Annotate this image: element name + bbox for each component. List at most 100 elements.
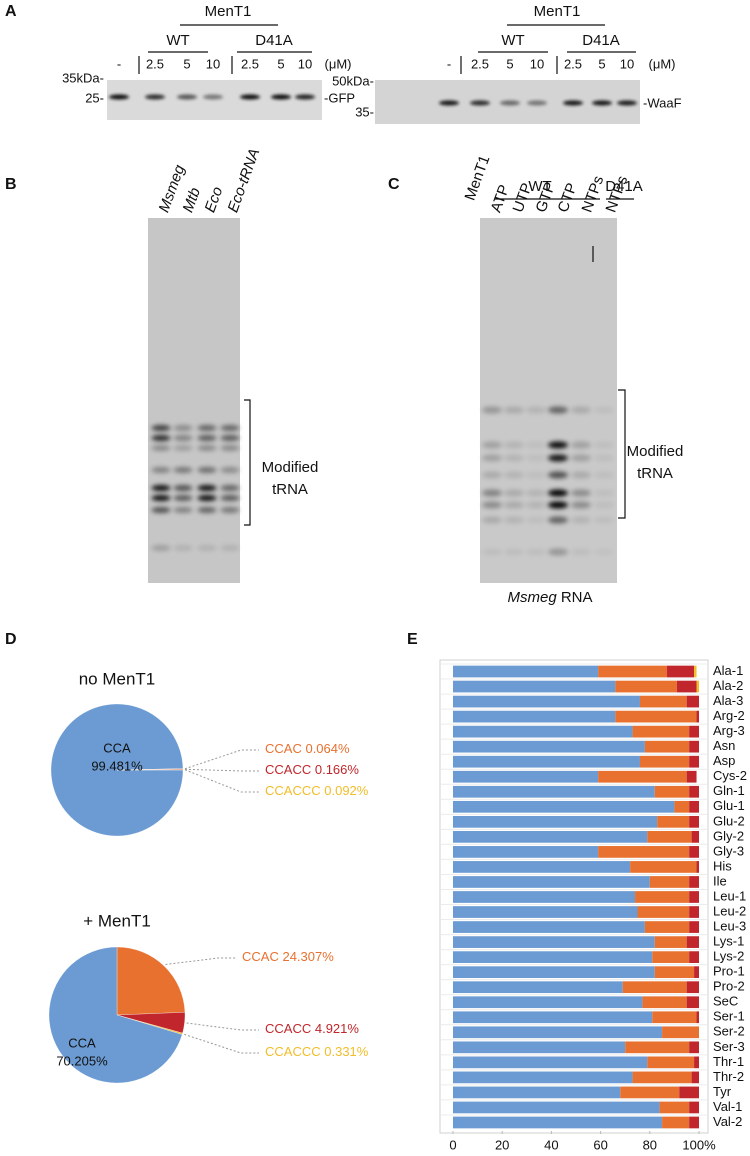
bar-segment [453, 1071, 633, 1084]
lane-label: MenT1 [462, 153, 494, 203]
slice-value: 70.205% [56, 1053, 108, 1068]
callout-category: CCACCC [265, 1044, 321, 1059]
bar-segment [647, 831, 692, 843]
y-tick-label: Ala-2 [713, 678, 743, 693]
bar-segment [453, 1086, 621, 1099]
bar-segment [453, 1056, 648, 1069]
bar-segment [453, 1116, 663, 1129]
bar-segment [654, 785, 690, 798]
pie-slice [116, 946, 186, 1016]
callout-value: 24.307% [282, 949, 334, 964]
bar-segment [662, 1026, 699, 1039]
band [548, 501, 568, 509]
band [173, 445, 193, 451]
bar-segment [615, 710, 697, 723]
band [151, 545, 171, 551]
band [571, 516, 591, 524]
band [526, 454, 546, 462]
band [197, 545, 217, 551]
band [571, 501, 591, 509]
bar-segment [689, 800, 699, 813]
pie-slice [48, 946, 183, 1084]
bar-segment [598, 846, 690, 858]
marker-label: 35- [355, 104, 374, 119]
band [482, 406, 502, 414]
caption: Msmeg RNA [507, 589, 592, 606]
caption-part: Msmeg [507, 589, 557, 606]
band [151, 445, 171, 451]
bar-segment [453, 680, 616, 693]
bar-segment [453, 725, 633, 738]
y-tick-label: Arg-3 [713, 723, 745, 738]
panel-label: B [5, 176, 17, 193]
lane-label: 10 [530, 56, 544, 71]
band [197, 435, 217, 441]
bar-segment [453, 996, 643, 1009]
unit-label: (μM) [649, 56, 676, 71]
bar-segment [689, 891, 699, 903]
y-tick-label: Leu-2 [713, 903, 746, 918]
band [548, 548, 568, 556]
band [548, 441, 568, 449]
callout-value: 0.331% [324, 1044, 369, 1059]
group-label: MenT1 [534, 3, 581, 20]
band [109, 94, 129, 100]
band [526, 471, 546, 479]
bar-segment [694, 1056, 699, 1069]
band [220, 485, 240, 491]
leader-line [184, 749, 259, 770]
slice-callout: CCACC 0.166% [265, 762, 359, 777]
band [548, 454, 568, 462]
panel-label: C [388, 176, 400, 193]
y-tick-label: Val-1 [713, 1099, 742, 1114]
band [594, 549, 614, 556]
bar-segment [696, 710, 699, 723]
bar-segment [689, 1101, 699, 1114]
bar-segment [674, 800, 690, 813]
y-tick-label: Gly-3 [713, 843, 744, 858]
group-label: MenT1 [205, 3, 252, 20]
bracket [618, 389, 626, 519]
band [177, 94, 197, 100]
band [173, 495, 193, 501]
band [482, 454, 502, 462]
bar-segment [598, 665, 668, 678]
band [526, 441, 546, 449]
band [173, 545, 193, 551]
band [571, 454, 591, 462]
band [571, 441, 591, 449]
panel-label: D [5, 631, 17, 648]
slice-label: CCA [103, 740, 131, 755]
bar-segment [676, 680, 697, 693]
bar-segment [686, 770, 697, 783]
band [563, 100, 583, 106]
y-tick-label: Ile [713, 873, 727, 888]
bar-segment [694, 665, 697, 678]
bar-segment [453, 981, 623, 994]
lane-label: Mtb [180, 185, 205, 214]
band [592, 100, 612, 106]
x-tick-label: 40 [544, 1137, 558, 1152]
callout-category: CCACC [265, 762, 311, 777]
bar-segment [689, 1041, 699, 1054]
bar-segment [453, 710, 616, 723]
bar-segment [696, 861, 699, 873]
leader-line [184, 768, 259, 772]
band [151, 425, 171, 431]
bar-segment [644, 740, 690, 753]
bar-segment [662, 1116, 690, 1129]
bar-segment [453, 1011, 653, 1024]
leader-line [184, 769, 259, 793]
bar-segment [686, 981, 699, 994]
band [500, 100, 520, 106]
band [151, 435, 171, 441]
band [526, 516, 546, 524]
band [295, 94, 315, 100]
bar-segment [689, 921, 699, 933]
y-tick-label: Val-2 [713, 1114, 742, 1129]
slice-callout: CCAC 0.064% [265, 741, 350, 756]
band [482, 548, 502, 556]
bar-segment [453, 695, 640, 708]
x-tick-label: 100% [682, 1137, 716, 1152]
